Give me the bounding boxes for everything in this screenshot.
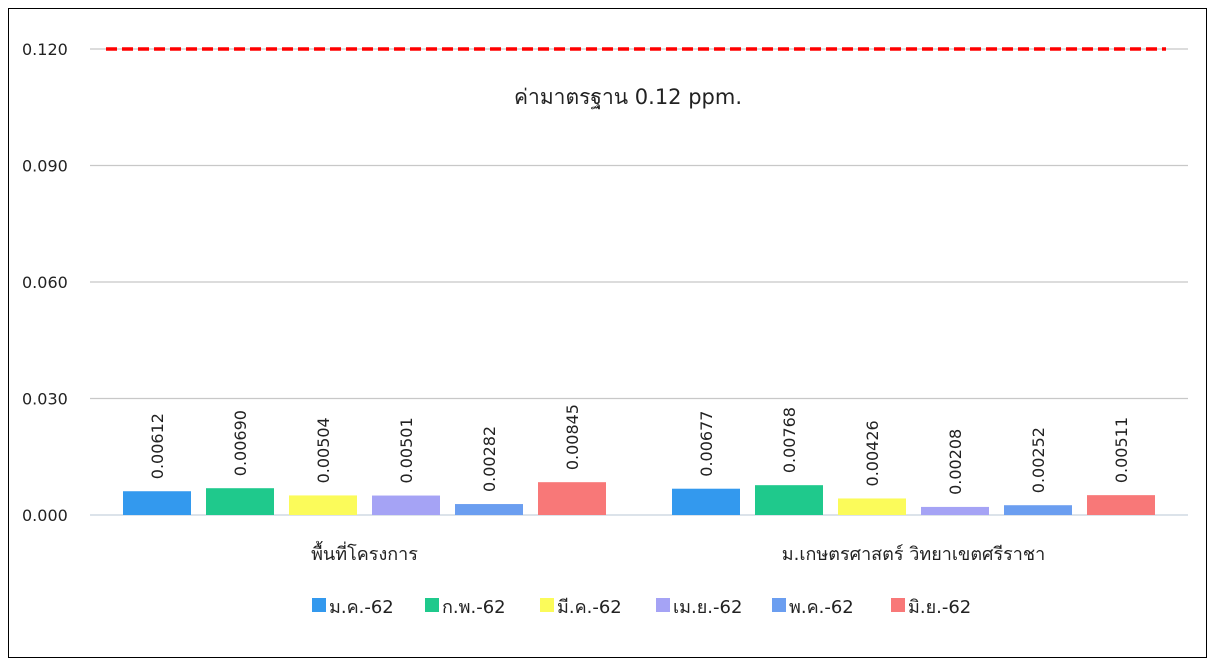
data-label: 0.00690	[231, 410, 250, 476]
legend-label: ม.ค.-62	[329, 597, 394, 618]
data-label: 0.00511	[1112, 417, 1131, 483]
legend-swatch	[772, 598, 786, 612]
legend-label: พ.ค.-62	[789, 597, 854, 618]
data-label: 0.00501	[397, 417, 416, 483]
bar	[838, 498, 906, 515]
legend-label: มี.ค.-62	[557, 597, 622, 618]
data-label: 0.00282	[480, 426, 499, 492]
bar	[372, 495, 440, 515]
y-tick-label: 0.120	[22, 40, 68, 59]
data-label: 0.00612	[148, 413, 167, 479]
data-label: 0.00845	[563, 404, 582, 470]
legend-swatch	[891, 598, 905, 612]
bar	[289, 495, 357, 515]
legend-swatch	[656, 598, 670, 612]
data-label: 0.00426	[863, 420, 882, 486]
bar	[672, 488, 740, 515]
data-label: 0.00677	[697, 411, 716, 477]
data-label: 0.00208	[946, 429, 965, 495]
y-tick-label: 0.090	[22, 157, 68, 176]
legend-label: เม.ย.-62	[673, 597, 742, 618]
bar	[455, 504, 523, 515]
bar	[755, 485, 823, 515]
data-label: 0.00504	[314, 417, 333, 483]
legend-swatch	[425, 598, 439, 612]
bar	[538, 482, 606, 515]
y-tick-label: 0.000	[22, 506, 68, 525]
category-label: ม.เกษตรศาสตร์ วิทยาเขตศรีราชา	[782, 544, 1045, 565]
legend-label: ก.พ.-62	[442, 597, 506, 618]
y-tick-label: 0.060	[22, 273, 68, 292]
legend-swatch	[312, 598, 326, 612]
category-label: พื้นที่โครงการ	[311, 541, 418, 565]
legend-label: มิ.ย.-62	[908, 597, 971, 618]
bar	[921, 506, 989, 515]
bar	[123, 491, 191, 515]
bar	[206, 488, 274, 515]
bar	[1087, 495, 1155, 515]
bar	[1004, 505, 1072, 515]
data-label: 0.00768	[780, 407, 799, 473]
data-label: 0.00252	[1029, 427, 1048, 493]
y-tick-label: 0.030	[22, 390, 68, 409]
legend-swatch	[540, 598, 554, 612]
reference-line-label: ค่ามาตรฐาน 0.12 ppm.	[514, 85, 742, 109]
